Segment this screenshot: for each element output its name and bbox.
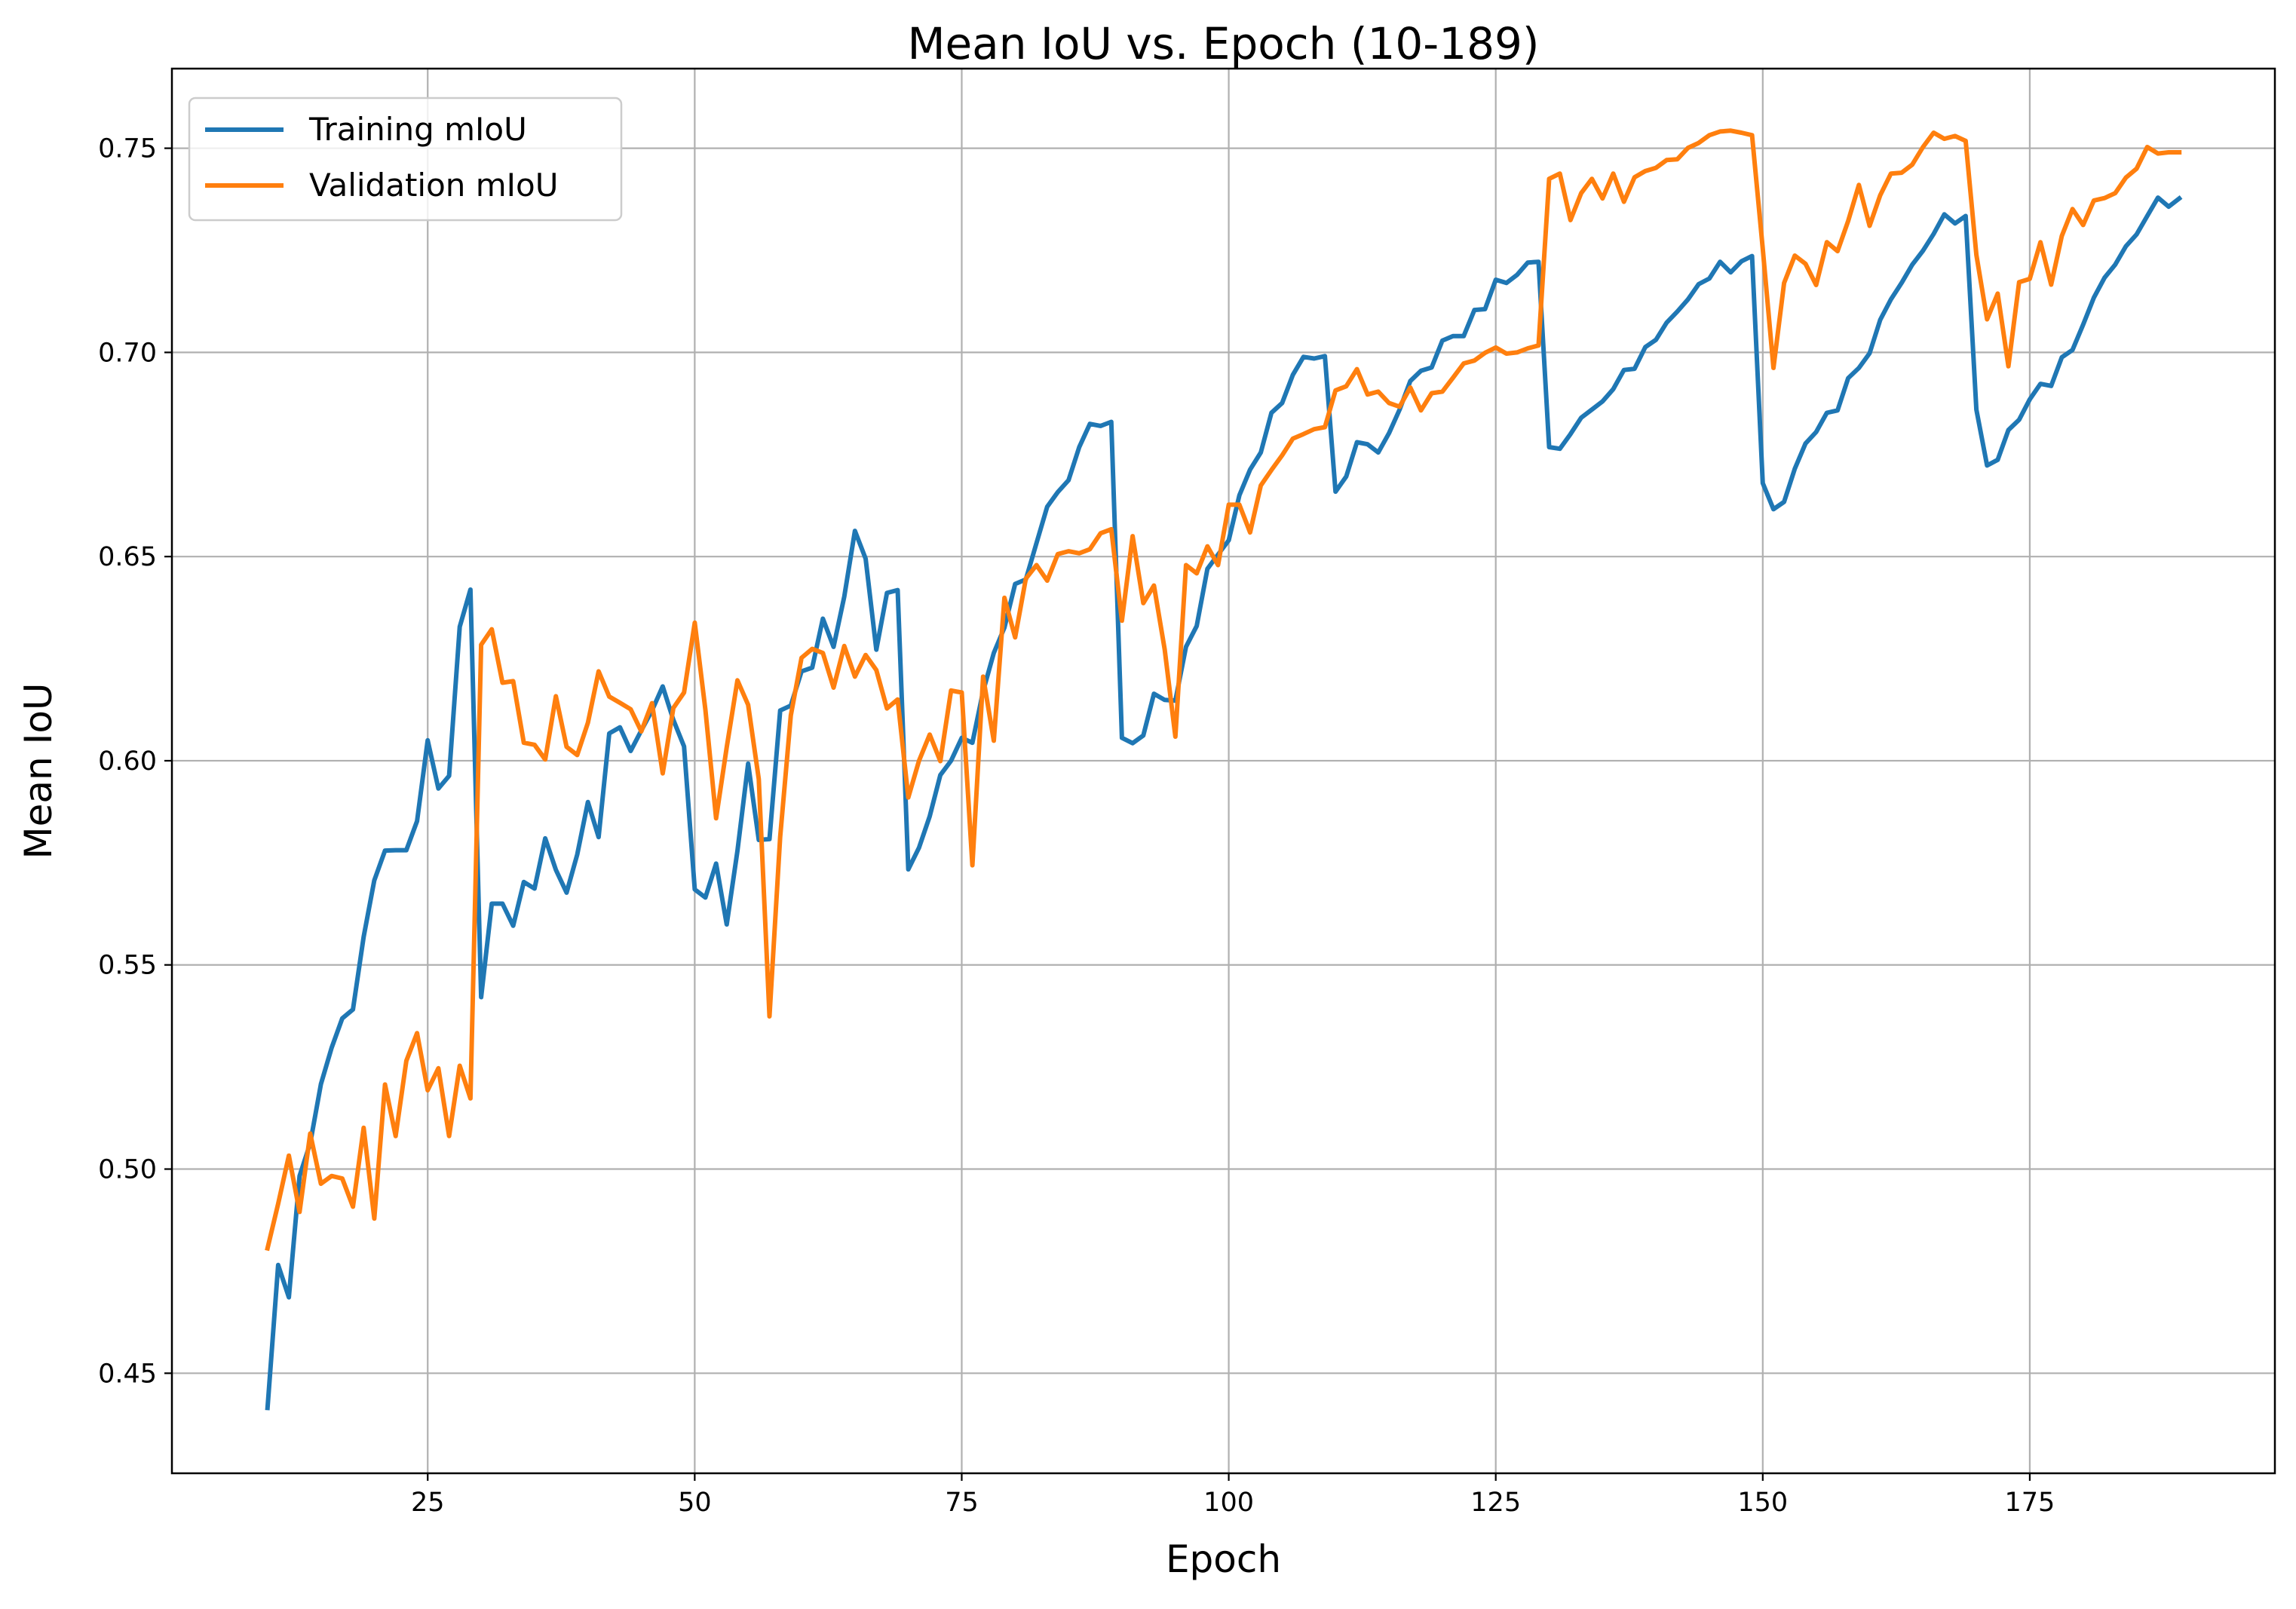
- x-tick-label: 175: [2005, 1488, 2055, 1518]
- series-lines: [265, 128, 2183, 1411]
- x-axis-label: Epoch: [1166, 1537, 1281, 1581]
- x-axis-ticks: 25 50 75 100 125 150 175: [411, 1473, 2055, 1518]
- y-axis-label: Mean IoU: [17, 682, 60, 859]
- legend-label-training: Training mIoU: [308, 111, 527, 148]
- y-axis-ticks: 0.45 0.50 0.55 0.60 0.65 0.70 0.75: [98, 134, 172, 1389]
- y-tick-label: 0.50: [98, 1155, 157, 1185]
- series-line-validation: [265, 128, 2182, 1252]
- legend-label-validation: Validation mIoU: [309, 167, 558, 204]
- y-tick-label: 0.65: [98, 542, 157, 572]
- y-tick-label: 0.45: [98, 1359, 157, 1389]
- x-tick-label: 150: [1737, 1488, 1788, 1518]
- y-tick-label: 0.55: [98, 951, 157, 981]
- chart-title: Mean IoU vs. Epoch (10-189): [907, 18, 1539, 69]
- x-tick-label: 100: [1203, 1488, 1254, 1518]
- legend: Training mIoU Validation mIoU: [188, 97, 623, 222]
- legend-box: [188, 97, 623, 222]
- plot-frame: [170, 67, 2276, 1475]
- x-tick-label: 75: [945, 1488, 979, 1518]
- y-tick-label: 0.60: [98, 746, 157, 777]
- y-tick-label: 0.75: [98, 134, 157, 164]
- x-tick-label: 25: [411, 1488, 445, 1518]
- y-tick-label: 0.70: [98, 338, 157, 368]
- x-tick-label: 125: [1470, 1488, 1521, 1518]
- x-tick-label: 50: [678, 1488, 712, 1518]
